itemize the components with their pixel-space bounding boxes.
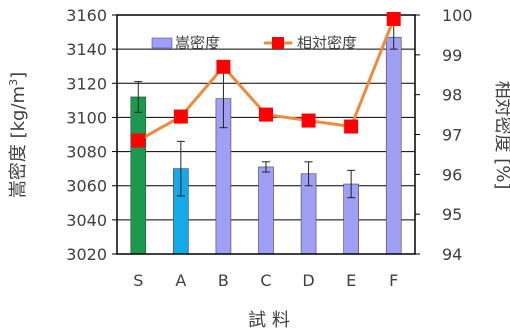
- bar: [130, 96, 147, 255]
- right-tick-label: 95: [442, 205, 462, 224]
- right-tick-label: 98: [442, 86, 462, 105]
- right-tick-label: 100: [442, 6, 473, 25]
- density-line-series: [131, 11, 401, 148]
- line-marker: [173, 109, 188, 124]
- legend-bar-swatch: [151, 37, 173, 49]
- x-tick-label: F: [389, 271, 398, 290]
- x-tick-label: C: [260, 271, 271, 290]
- bar: [385, 36, 402, 255]
- legend-line-label: 相対密度: [297, 34, 357, 52]
- legend-bar-label: 嵩密度: [175, 34, 220, 52]
- right-tick-label: 96: [442, 165, 462, 184]
- left-tick-label: 3060: [66, 177, 107, 196]
- x-tick-label: A: [175, 271, 186, 290]
- left-tick-label: 3020: [66, 245, 107, 264]
- left-axis-ticks: 3020 3040 3060 3080 3100 3120 3140 3160: [66, 6, 117, 264]
- right-tick-label: 99: [442, 46, 462, 65]
- bar: [258, 166, 274, 255]
- left-tick-label: 3080: [66, 143, 107, 162]
- y-axis-label-right: 相対密度 [%]: [492, 81, 510, 190]
- x-tick-label: S: [133, 271, 143, 290]
- right-tick-label: 94: [442, 245, 462, 264]
- bars: [130, 36, 402, 255]
- legend: 嵩密度 相対密度: [151, 34, 357, 52]
- y-axis-label-left: 嵩密度 [kg/m3]: [7, 72, 29, 198]
- right-tick-label: 97: [442, 126, 462, 145]
- left-tick-label: 3120: [66, 74, 107, 93]
- x-tick-label: D: [302, 271, 314, 290]
- left-tick-label: 3100: [66, 108, 107, 127]
- right-axis-ticks: 94 95 96 97 98 99 100: [415, 6, 473, 264]
- left-tick-label: 3140: [66, 40, 107, 59]
- left-tick-label: 3160: [66, 6, 107, 25]
- line-marker: [301, 113, 316, 128]
- legend-line-marker: [272, 37, 284, 49]
- line-marker: [259, 107, 273, 122]
- x-tick-label: B: [218, 271, 229, 290]
- gridlines: [117, 48, 415, 221]
- x-tick-label: E: [346, 271, 356, 290]
- x-axis-label: 試 料: [248, 310, 290, 331]
- left-tick-label: 3040: [66, 211, 107, 230]
- line-marker: [216, 59, 231, 74]
- line-marker: [344, 119, 359, 134]
- line-marker: [131, 133, 146, 148]
- line-marker: [386, 11, 401, 26]
